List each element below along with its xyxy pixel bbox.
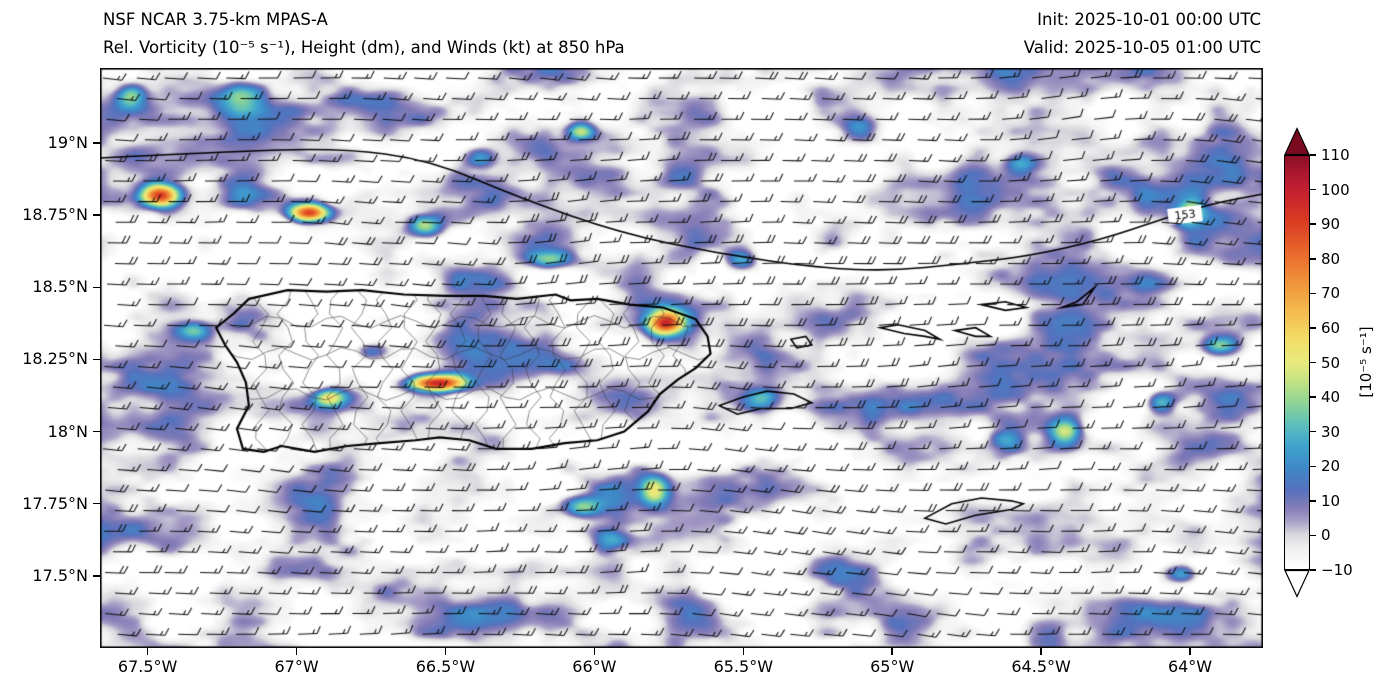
colorbar-tick-mark <box>1310 361 1316 364</box>
x-tick-mark <box>891 648 893 655</box>
colorbar-tick-label: 100 <box>1321 180 1350 199</box>
colorbar-label: [10⁻⁵ s⁻¹] <box>1357 326 1375 398</box>
y-tick-label: 18.75°N <box>22 205 88 225</box>
x-tick-label: 64.5°W <box>1011 657 1071 676</box>
colorbar-tick-label: 50 <box>1321 353 1341 372</box>
field-title: Rel. Vorticity (10⁻⁵ s⁻¹), Height (dm), … <box>103 38 625 57</box>
y-tick-label: 18.25°N <box>22 349 88 369</box>
colorbar-tick-label: 70 <box>1321 284 1341 303</box>
colorbar-tick-mark <box>1310 430 1316 433</box>
x-tick-label: 65.5°W <box>713 657 774 676</box>
x-tick-mark <box>1040 648 1042 655</box>
colorbar-tick-mark <box>1310 465 1316 467</box>
colorbar-tick-label: 90 <box>1321 215 1341 234</box>
colorbar-tick-mark <box>1310 396 1316 398</box>
x-tick-mark <box>295 648 298 655</box>
colorbar-tick-label: 0 <box>1321 526 1331 545</box>
x-tick-mark <box>444 648 447 655</box>
vorticity-map-canvas <box>100 68 1263 648</box>
x-tick-mark <box>1189 648 1191 655</box>
colorbar-tick-label: 40 <box>1321 388 1341 407</box>
colorbar-tick-label: 10 <box>1321 491 1341 510</box>
colorbar-under-arrow <box>1284 570 1310 598</box>
y-tick-label: 17.75°N <box>22 493 88 513</box>
colorbar-tick-mark <box>1310 327 1316 329</box>
x-tick-label: 66°W <box>572 657 617 676</box>
x-tick-label: 65°W <box>870 657 915 676</box>
colorbar-tick-mark <box>1310 569 1316 571</box>
y-tick-mark <box>93 286 100 289</box>
y-tick-mark <box>93 142 100 144</box>
y-tick-mark <box>93 575 100 577</box>
x-tick-label: 67.5°W <box>117 657 178 676</box>
valid-time: Valid: 2025-10-05 01:00 UTC <box>1023 38 1261 57</box>
colorbar-tick-label: 30 <box>1321 422 1341 441</box>
plot-titles: NSF NCAR 3.75-km MPAS-A Rel. Vorticity (… <box>103 6 625 62</box>
colorbar-tick-mark <box>1310 188 1316 191</box>
x-tick-mark <box>742 648 745 655</box>
y-tick-mark <box>93 430 100 433</box>
y-tick-mark <box>93 214 100 216</box>
y-tick-label: 18°N <box>47 421 88 441</box>
init-time: Init: 2025-10-01 00:00 UTC <box>1037 10 1261 29</box>
colorbar-tick-label: −10 <box>1321 561 1353 579</box>
y-tick-label: 19°N <box>47 133 88 153</box>
colorbar-tick-mark <box>1310 534 1316 537</box>
run-times: Init: 2025-10-01 00:00 UTC Valid: 2025-1… <box>1024 6 1261 62</box>
colorbar-tick-label: 20 <box>1321 457 1341 476</box>
model-title: NSF NCAR 3.75-km MPAS-A <box>103 10 328 29</box>
x-tick-label: 66.5°W <box>415 657 476 676</box>
colorbar-tick-mark <box>1310 154 1316 156</box>
colorbar-tick-mark <box>1310 223 1316 225</box>
y-tick-mark <box>93 358 100 361</box>
colorbar-tick-mark <box>1310 292 1316 295</box>
y-tick-label: 18.5°N <box>32 277 88 297</box>
x-tick-label: 64°W <box>1167 657 1213 676</box>
x-tick-label: 67°W <box>274 657 319 676</box>
colorbar-tick-mark <box>1310 500 1316 502</box>
colorbar-tick-label: 110 <box>1321 146 1350 164</box>
colorbar-gradient <box>1284 155 1310 570</box>
colorbar-tick-label: 80 <box>1321 249 1341 268</box>
y-tick-mark <box>93 502 100 505</box>
colorbar-over-arrow <box>1284 127 1310 155</box>
y-tick-label: 17.5°N <box>32 565 88 585</box>
colorbar-tick-mark <box>1310 258 1316 260</box>
x-tick-mark <box>593 648 596 655</box>
colorbar-tick-label: 60 <box>1321 318 1341 337</box>
x-tick-mark <box>146 648 149 655</box>
